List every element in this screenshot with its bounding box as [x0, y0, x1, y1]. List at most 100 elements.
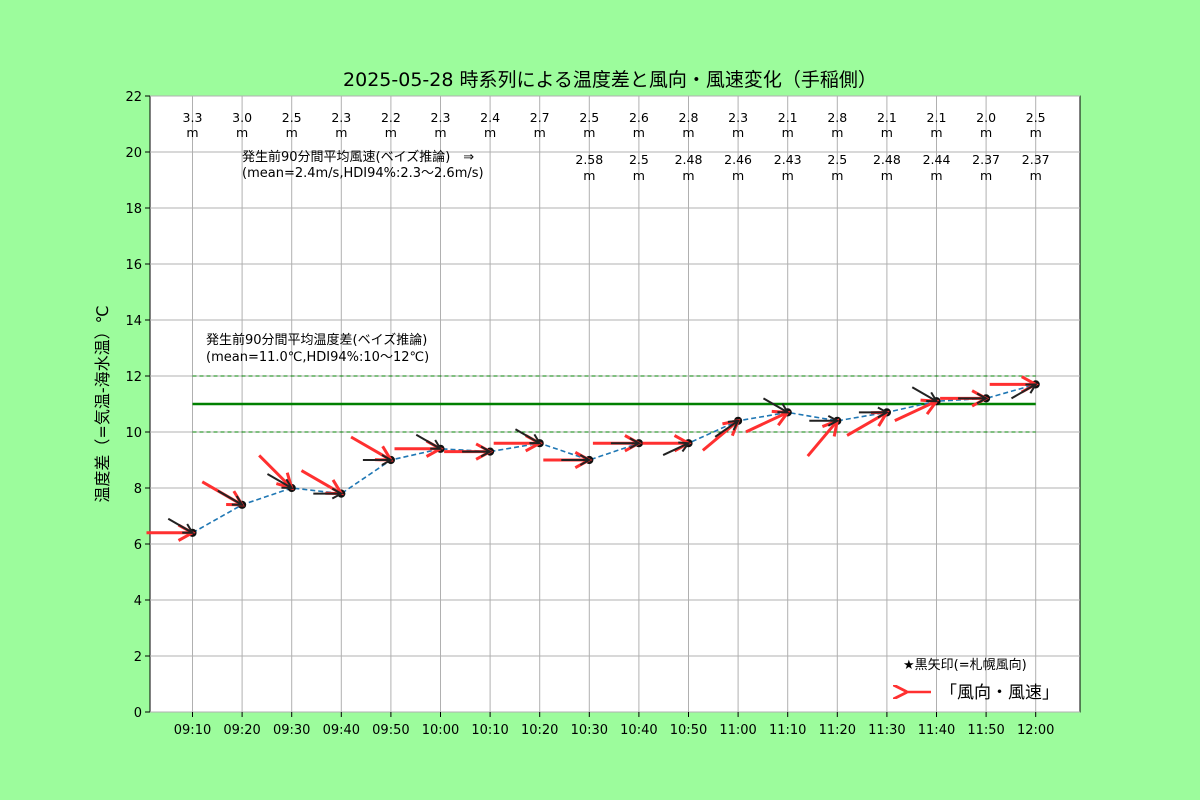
wind-speed-unit: m: [782, 125, 794, 140]
black-wind-arrow: [662, 441, 691, 456]
x-tick-label: 11:30: [868, 723, 905, 738]
black-wind-arrow: [911, 386, 939, 403]
red-wind-arrow-shaft: [806, 419, 839, 458]
predicted-wind-speed-value: 2.37: [1022, 152, 1050, 167]
black-wind-arrow-shaft: [217, 489, 243, 506]
x-tick-label: 11:00: [719, 723, 756, 738]
wind-speed-unit: m: [1030, 125, 1042, 140]
predicted-wind-speed-unit: m: [930, 168, 942, 183]
black-wind-arrow: [514, 428, 542, 445]
wind-speed-unit: m: [335, 125, 347, 140]
wind-speed-value: 2.7: [530, 110, 550, 125]
x-tick-label: 09:50: [372, 723, 409, 738]
mean-wind-label-line1: 発生前90分間平均風速(ベイズ推論) ⇒: [242, 149, 474, 165]
black-wind-arrow: [462, 445, 493, 458]
black-wind-arrow-head: [976, 392, 989, 405]
chart-title: 2025-05-28 時系列による温度差と風向・風速変化（手稲側）: [343, 69, 877, 91]
wind-speed-value: 2.4: [480, 110, 500, 125]
predicted-wind-speed-value: 2.44: [923, 152, 951, 167]
wind-speed-unit: m: [881, 125, 893, 140]
black-wind-arrow-head: [727, 419, 740, 431]
mean-wind-label-line2: (mean=2.4m/s,HDI94%:2.3～2.6m/s): [242, 166, 484, 181]
wind-speed-unit: m: [732, 125, 744, 140]
y-tick-label: 20: [125, 146, 142, 161]
predicted-wind-speed-unit: m: [1030, 168, 1042, 183]
black-wind-arrow: [958, 392, 989, 405]
black-wind-arrow-shaft: [415, 433, 441, 450]
x-tick-label: 09:10: [174, 723, 211, 738]
predicted-wind-speed-unit: m: [980, 168, 992, 183]
mean-temp-label-line1: 発生前90分間平均温度差(ベイズ推論): [206, 332, 427, 348]
x-tick-label: 10:00: [422, 723, 459, 738]
x-tick-label: 11:40: [918, 723, 955, 738]
black-wind-arrow: [809, 414, 840, 427]
red-wind-arrow-shaft: [258, 454, 293, 490]
black-wind-arrow-head: [281, 478, 294, 490]
wind-speed-unit: m: [930, 125, 942, 140]
black-wind-arrow-head: [629, 437, 641, 450]
predicted-wind-speed-value: 2.37: [972, 152, 1000, 167]
x-tick-label: 10:40: [620, 723, 657, 738]
wind-speed-unit: m: [534, 125, 546, 140]
wind-arrows: [146, 375, 1039, 542]
predicted-wind-speed-value: 2.5: [827, 152, 847, 167]
wind-speed-value: 2.0: [976, 110, 996, 125]
predicted-wind-speed-value: 2.48: [675, 152, 703, 167]
wind-speed-value: 2.5: [1026, 110, 1046, 125]
wind-speed-value: 2.3: [331, 110, 351, 125]
wind-speed-value: 2.1: [927, 110, 947, 125]
y-tick-label: 4: [134, 594, 142, 609]
wind-speed-unit: m: [980, 125, 992, 140]
predicted-wind-speed-value: 2.48: [873, 152, 901, 167]
black-wind-arrow-head: [231, 495, 244, 506]
axes: 0 2 4 6 8 10 12 14 16 18 20 22 09:10 09:20 09:30 09:40 0…: [125, 90, 1054, 738]
wind-speed-value: 2.3: [728, 110, 748, 125]
x-tick-label: 10:10: [471, 723, 508, 738]
x-tick-label: 12:00: [1017, 723, 1054, 738]
legend-note: ★黒矢印(=札幌風向): [903, 657, 1027, 673]
predicted-wind-speed-value: 2.5: [629, 152, 649, 167]
black-wind-arrow-head: [182, 523, 195, 534]
y-axis-label: 温度差（=気温-海水温）℃: [93, 305, 112, 502]
wind-speed-unit: m: [682, 125, 694, 140]
y-tick-label: 8: [134, 482, 142, 497]
black-wind-arrow: [714, 419, 740, 438]
y-tick-label: 22: [125, 90, 142, 105]
predicted-wind-speed-value: 2.46: [724, 152, 752, 167]
predicted-wind-speed-unit: m: [881, 168, 893, 183]
y-tick-label: 10: [125, 426, 142, 441]
wind-speed-unit: m: [286, 125, 298, 140]
wind-speed-unit: m: [633, 125, 645, 140]
legend-entry: 「風向・風速」: [940, 683, 1059, 703]
red-wind-arrow-shaft: [894, 399, 938, 422]
predicted-wind-speed-unit: m: [682, 168, 694, 183]
x-tick-label: 11:10: [769, 723, 806, 738]
black-wind-arrow-shaft: [714, 419, 739, 438]
black-wind-arrow-head: [678, 441, 691, 453]
wind-speed-value: 2.8: [827, 110, 847, 125]
wind-speed-unit: m: [236, 125, 248, 140]
x-tick-label: 10:30: [571, 723, 608, 738]
wind-speed-unit: m: [484, 125, 496, 140]
predicted-wind-speed-unit: m: [732, 168, 744, 183]
black-wind-arrow: [266, 473, 294, 490]
wind-speed-value: 2.5: [282, 110, 302, 125]
predicted-wind-speed-unit: m: [633, 168, 645, 183]
black-wind-arrow-head: [926, 391, 939, 403]
wind-speed-value: 3.3: [183, 110, 203, 125]
black-wind-arrow: [1010, 383, 1038, 400]
black-wind-arrow-head: [1025, 383, 1038, 394]
black-wind-arrow-head: [480, 445, 493, 458]
x-tick-label: 10:50: [670, 723, 707, 738]
predicted-wind-speed-value: 2.43: [774, 152, 802, 167]
black-wind-arrow-head: [827, 414, 840, 427]
black-wind-arrow: [217, 489, 244, 506]
y-tick-label: 18: [125, 202, 142, 217]
black-wind-arrow-shaft: [167, 517, 193, 534]
predicted-wind-speed-unit: m: [782, 168, 794, 183]
legend: ★黒矢印(=札幌風向) 「風向・風速」: [903, 657, 1059, 703]
wind-speed-value: 2.6: [629, 110, 649, 125]
wind-speed-value: 2.2: [381, 110, 401, 125]
red-wind-arrow-shaft: [745, 411, 789, 434]
